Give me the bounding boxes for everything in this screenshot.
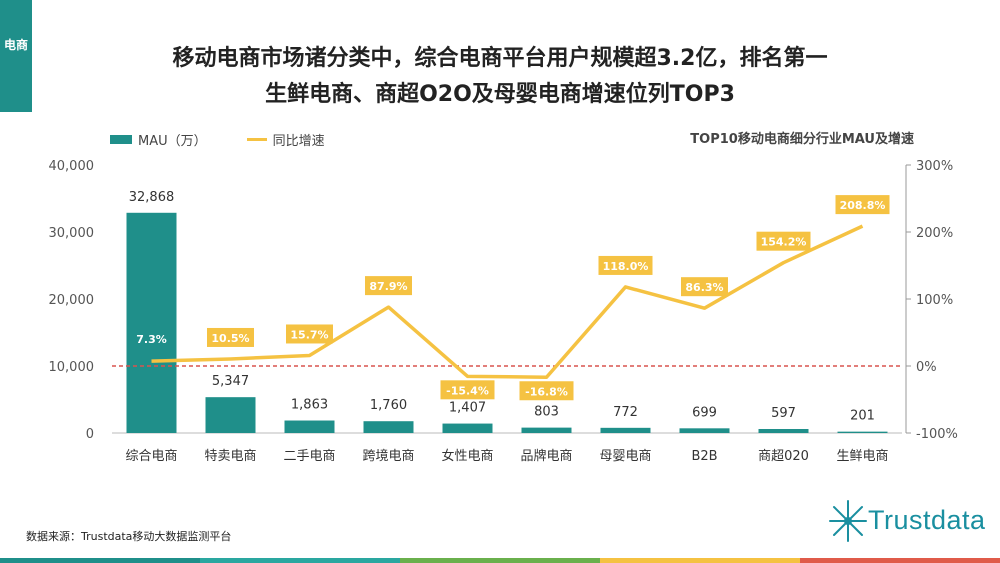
category-label: 生鲜电商: [836, 449, 888, 464]
growth-label: 15.7%: [290, 328, 328, 341]
category-label: 特卖电商: [204, 449, 256, 464]
growth-label: 118.0%: [603, 260, 649, 273]
growth-label: 208.8%: [840, 199, 886, 212]
chart-title: TOP10移动电商细分行业MAU及增速: [690, 132, 914, 147]
logo-burst-icon: [829, 500, 867, 542]
chart-legend: MAU（万） 同比增速: [110, 130, 325, 149]
left-axis-tick-label: 40,000: [49, 159, 95, 174]
bar-value-label: 597: [771, 406, 796, 421]
category-label: 商超020: [758, 449, 809, 464]
legend-line-label: 同比增速: [272, 134, 325, 149]
category-label: 女性电商: [441, 448, 493, 464]
logo-text: Trustdata: [868, 505, 986, 535]
growth-label: 87.9%: [369, 280, 407, 293]
bar-value-label: 5,347: [212, 374, 249, 389]
legend-bar-label: MAU（万）: [138, 134, 207, 149]
right-axis-tick-label: 100%: [916, 293, 953, 308]
left-axis-tick-label: 0: [86, 427, 94, 442]
growth-label-box: [681, 277, 728, 297]
left-axis-tick-label: 30,000: [49, 226, 95, 241]
category-label: 品牌电商: [520, 448, 572, 464]
bar: [442, 423, 493, 433]
category-label: 跨境电商: [362, 449, 414, 464]
bar: [600, 427, 651, 433]
bar: [837, 431, 888, 433]
growth-label-box: [207, 327, 254, 347]
data-source: 数据来源：Trustdata移动大数据监测平台: [26, 530, 232, 543]
bar-value-label: 1,407: [449, 401, 486, 416]
category-label: 母婴电商: [599, 449, 651, 464]
bar: [521, 427, 572, 433]
category-label: 二手电商: [283, 449, 335, 464]
growth-label-box: [756, 231, 811, 251]
growth-label-box: [440, 380, 495, 400]
growth-label-box: [519, 381, 574, 401]
growth-label: 86.3%: [685, 281, 723, 294]
bar: [284, 420, 335, 433]
growth-label-box: [365, 276, 412, 296]
growth-label: -16.8%: [525, 385, 568, 398]
right-axis-tick-label: -100%: [916, 427, 958, 442]
legend-bar-swatch: [110, 135, 132, 144]
growth-label-box: [598, 255, 653, 275]
growth-label-box: [286, 324, 333, 344]
left-axis-tick-label: 10,000: [49, 360, 95, 375]
bar-value-label: 32,868: [129, 190, 175, 205]
section-tag: 电商: [0, 0, 32, 112]
growth-label-box: [835, 195, 890, 215]
growth-label: -15.4%: [446, 384, 489, 397]
bar-value-label: 201: [850, 409, 875, 424]
bar: [363, 421, 414, 433]
bar: [126, 212, 177, 433]
trustdata-logo: Trustdata: [826, 497, 996, 545]
bottom-color-stripe: [0, 558, 1000, 563]
right-axis-tick-label: 200%: [916, 226, 953, 241]
left-axis-tick-label: 20,000: [49, 293, 95, 308]
bar-value-label: 1,760: [370, 398, 407, 413]
page-title: 移动电商市场诸分类中，综合电商平台用户规模超3.2亿，排名第一: [172, 46, 828, 71]
growth-label: 154.2%: [761, 236, 807, 249]
bar-value-label: 803: [534, 405, 559, 420]
category-label: B2B: [691, 449, 717, 464]
category-label: 综合电商: [125, 449, 177, 464]
bar-value-label: 1,863: [291, 398, 328, 413]
page-subtitle: 生鲜电商、商超O2O及母婴电商增速位列TOP3: [265, 82, 735, 107]
bar-value-label: 772: [613, 405, 638, 420]
growth-line: [151, 224, 864, 380]
bar: [758, 429, 809, 433]
growth-label: 10.5%: [211, 332, 249, 345]
bar: [679, 428, 730, 433]
bar: [205, 397, 256, 433]
growth-label: 7.3%: [136, 333, 167, 346]
bar-value-label: 699: [692, 405, 717, 420]
right-axis-tick-label: 0%: [916, 360, 937, 375]
legend-line-swatch: [246, 138, 267, 141]
right-axis-tick-label: 300%: [916, 159, 953, 174]
